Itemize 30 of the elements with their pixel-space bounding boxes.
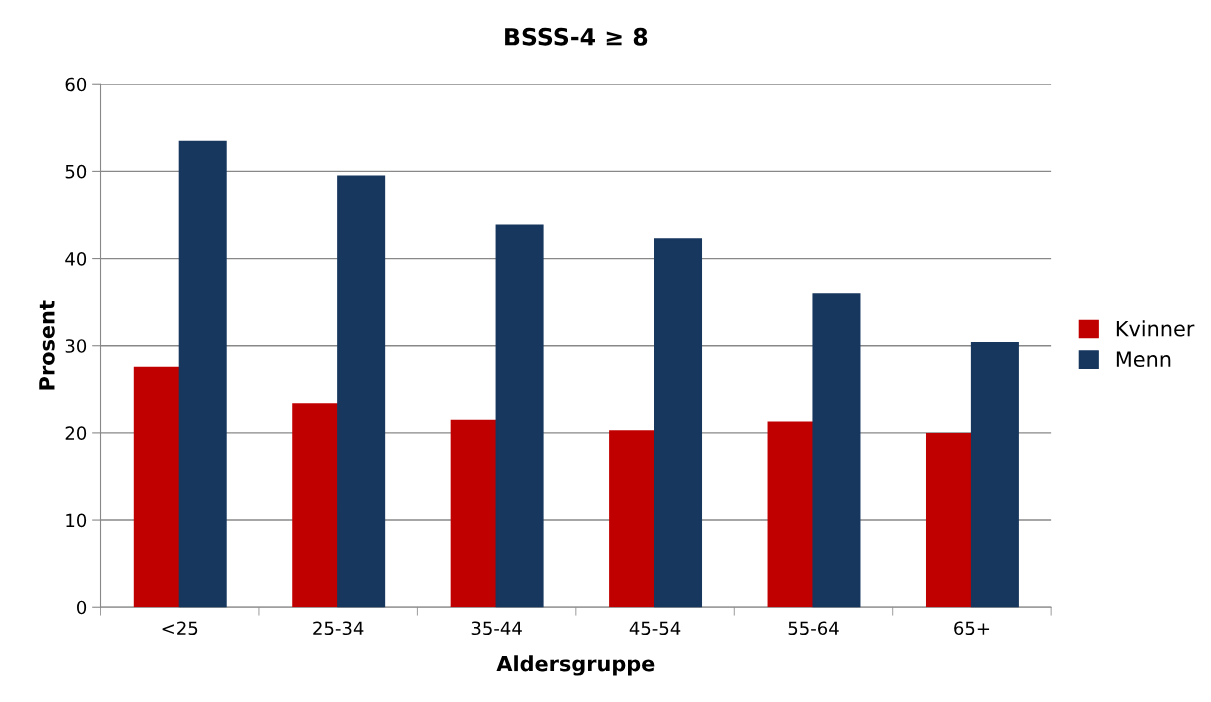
bar xyxy=(925,432,972,608)
x-tick-label: 35-44 xyxy=(471,621,522,636)
legend-label: Kvinner xyxy=(1116,320,1195,337)
chart-title: BSSS-4 ≥ 8 xyxy=(505,27,648,46)
legend-label: Menn xyxy=(1116,351,1171,368)
bar xyxy=(767,421,814,608)
y-axis-title: Prosent xyxy=(39,300,55,390)
y-tick-label: 30 xyxy=(65,339,87,353)
bar xyxy=(970,342,1019,608)
y-tick-label: 10 xyxy=(66,513,87,528)
x-tick-label: 65+ xyxy=(954,621,990,636)
bar xyxy=(609,430,656,608)
y-tick-label: 50 xyxy=(65,164,87,179)
bar xyxy=(337,175,386,608)
bar xyxy=(178,140,227,608)
x-tick-label: 25-34 xyxy=(313,621,364,636)
bar xyxy=(292,403,339,608)
y-tick-label: 20 xyxy=(65,426,87,441)
x-tick-label: 45-54 xyxy=(629,621,681,636)
bar xyxy=(812,293,861,608)
bar xyxy=(654,238,703,608)
bar xyxy=(133,366,180,608)
x-axis-title: Aldersgruppe xyxy=(496,655,655,676)
bar xyxy=(495,224,544,608)
y-tick-label: 0 xyxy=(77,600,87,615)
x-tick-label: <25 xyxy=(162,621,198,636)
x-tick-label: 55-64 xyxy=(788,621,839,636)
y-tick-label: 60 xyxy=(65,77,87,92)
y-tick-label: 40 xyxy=(65,252,87,266)
bar xyxy=(450,419,497,608)
